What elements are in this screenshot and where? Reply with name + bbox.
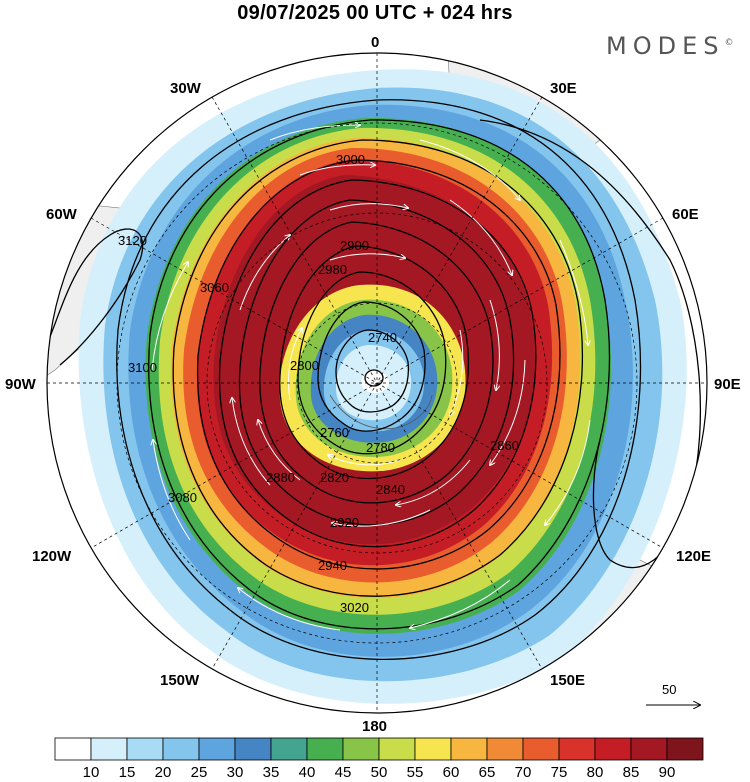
- colorbar-tick-label: 70: [514, 764, 532, 781]
- height-contours: [47, 99, 702, 660]
- lon-label-30w: 30W: [170, 80, 201, 97]
- brand-name: MODES: [606, 32, 725, 60]
- colorbar-tick-label: 80: [586, 764, 604, 781]
- colorbar-swatch: [450, 737, 488, 761]
- colorbar-swatch: [54, 737, 92, 761]
- lon-label-90w: 90W: [5, 376, 36, 393]
- contour-label: 3120: [118, 233, 147, 248]
- colorbar-tick-label: 75: [550, 764, 568, 781]
- colorbar-tick-label: 40: [298, 764, 316, 781]
- brand-logo: MODES©: [606, 32, 733, 60]
- colorbar-tick-label: 15: [118, 764, 136, 781]
- colorbar-swatch: [342, 737, 380, 761]
- antarctica-coast: [329, 394, 433, 430]
- lon-label-30e: 30E: [550, 80, 577, 97]
- colorbar-tick-label: 25: [190, 764, 208, 781]
- contour-label: 2820: [320, 470, 349, 485]
- colorbar-swatch: [558, 737, 596, 761]
- colorbar-tick-label: 85: [622, 764, 640, 781]
- contour-label: 2860: [490, 438, 519, 453]
- colorbar-tick-label: 45: [334, 764, 352, 781]
- map-title: 09/07/2025 00 UTC + 024 hrs: [237, 2, 513, 24]
- colorbar-tick-label: 90: [658, 764, 676, 781]
- colorbar-tick-label: 50: [370, 764, 388, 781]
- contour-label: 2740: [368, 330, 397, 345]
- colorbar-tick-label: 35: [262, 764, 280, 781]
- colorbar-swatch: [162, 737, 200, 761]
- lon-label-150w: 150W: [160, 672, 200, 689]
- lon-label-90e: 90E: [714, 376, 741, 393]
- contour-label: 2900: [340, 238, 369, 253]
- contour-label: 2920: [330, 515, 359, 530]
- wind-streamlines: [152, 125, 590, 631]
- copyright-mark: ©: [724, 38, 734, 48]
- colorbar-swatch: [594, 737, 632, 761]
- colorbar-tick-label: 55: [406, 764, 424, 781]
- colorbar-tick-label: 10: [82, 764, 100, 781]
- colorbar-swatch: [630, 737, 668, 761]
- contour-label: 3060: [200, 280, 229, 295]
- lon-label-150e: 150E: [550, 672, 586, 689]
- colorbar-tick-label: 20: [154, 764, 172, 781]
- colorbar-swatch: [378, 737, 416, 761]
- lon-label-180: 180: [362, 718, 388, 735]
- lon-label-60e: 60E: [672, 206, 699, 223]
- colorbar-swatch: [126, 737, 164, 761]
- colorbar-swatch: [90, 737, 128, 761]
- pole-core: [361, 371, 389, 393]
- contour-label: 2940: [318, 558, 347, 573]
- graticule: [47, 53, 707, 713]
- colorbar-swatch: [198, 737, 236, 761]
- colorbar-swatch: [414, 737, 452, 761]
- contour-label: 2980: [318, 262, 347, 277]
- contour-label: 2780: [366, 440, 395, 455]
- colorbar-swatch: [666, 737, 704, 761]
- contour-label: 2760: [320, 425, 349, 440]
- contour-label: 3080: [168, 490, 197, 505]
- colorbar-tick-label: 60: [442, 764, 460, 781]
- contour-label: 3000: [336, 152, 365, 167]
- contour-label: 2840: [376, 482, 405, 497]
- contour-label: 2880: [266, 470, 295, 485]
- colorbar-swatch: [306, 737, 344, 761]
- vector-reference-label: 50: [662, 682, 677, 697]
- colorbar-swatch: [522, 737, 560, 761]
- lon-label-0: 0: [371, 34, 380, 51]
- map-border: [46, 52, 708, 714]
- lon-label-120w: 120W: [32, 548, 72, 565]
- contour-label: 2800: [290, 358, 319, 373]
- colorbar-tick-label: 30: [226, 764, 244, 781]
- colorbar-swatch: [270, 737, 308, 761]
- lon-label-120e: 120E: [676, 548, 712, 565]
- colorbar-swatch: [234, 737, 272, 761]
- colorbar-swatch: [486, 737, 524, 761]
- colorbar: [54, 737, 704, 761]
- lon-label-60w: 60W: [46, 206, 77, 223]
- colorbar-tick-label: 65: [478, 764, 496, 781]
- contour-label: 3100: [128, 360, 157, 375]
- contour-label: 3020: [340, 600, 369, 615]
